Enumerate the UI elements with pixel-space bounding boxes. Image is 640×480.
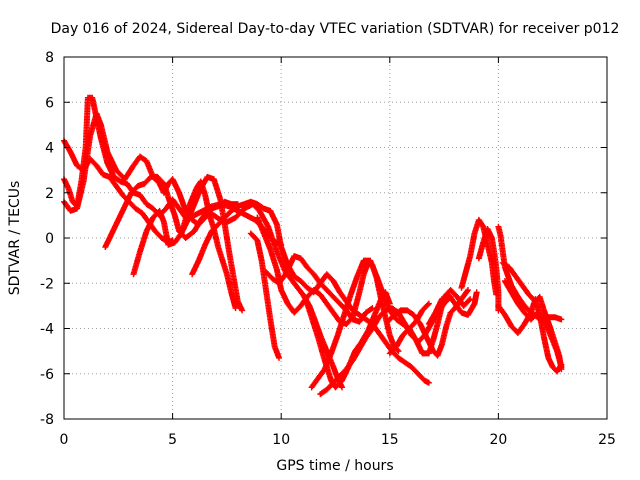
- series-arc16: [425, 289, 480, 327]
- series-arc21: [499, 259, 565, 373]
- x-tick-label: 25: [598, 432, 616, 448]
- series-arc12: [308, 257, 432, 391]
- x-tick-label: 5: [168, 432, 177, 448]
- series-arc19: [495, 223, 565, 325]
- series-arc18: [475, 225, 502, 314]
- y-tick-label: -4: [40, 322, 54, 338]
- y-tick-label: -6: [40, 367, 54, 383]
- y-tick-label: 0: [45, 231, 54, 247]
- series-arc6: [180, 178, 239, 312]
- y-tick-label: 2: [45, 186, 54, 202]
- x-tick-label: 15: [381, 432, 399, 448]
- data-marks: [61, 94, 565, 398]
- y-tick-label: 6: [45, 95, 54, 111]
- x-axis-label: GPS time / hours: [276, 458, 393, 474]
- y-tick-label: -8: [40, 412, 54, 428]
- y-tick-label: 4: [45, 141, 54, 157]
- x-tick-label: 20: [489, 432, 507, 448]
- y-tick-label: 8: [45, 50, 54, 66]
- series-arc8: [247, 230, 283, 361]
- series-arc17: [458, 216, 500, 298]
- series-arc22: [495, 296, 565, 375]
- axis-ticks: 0 5 10 15 20 25 -8 -6 -4 -2 0 2 4 6 8: [40, 50, 616, 448]
- series-arc5: [130, 173, 246, 314]
- x-tick-label: 0: [60, 432, 69, 448]
- y-axis-label: SDTVAR / TECUs: [7, 181, 23, 296]
- series-arc3: [61, 110, 241, 228]
- x-tick-label: 10: [272, 432, 290, 448]
- chart-title: Day 016 of 2024, Sidereal Day-to-day VTE…: [51, 21, 620, 37]
- y-tick-label: -2: [40, 276, 54, 292]
